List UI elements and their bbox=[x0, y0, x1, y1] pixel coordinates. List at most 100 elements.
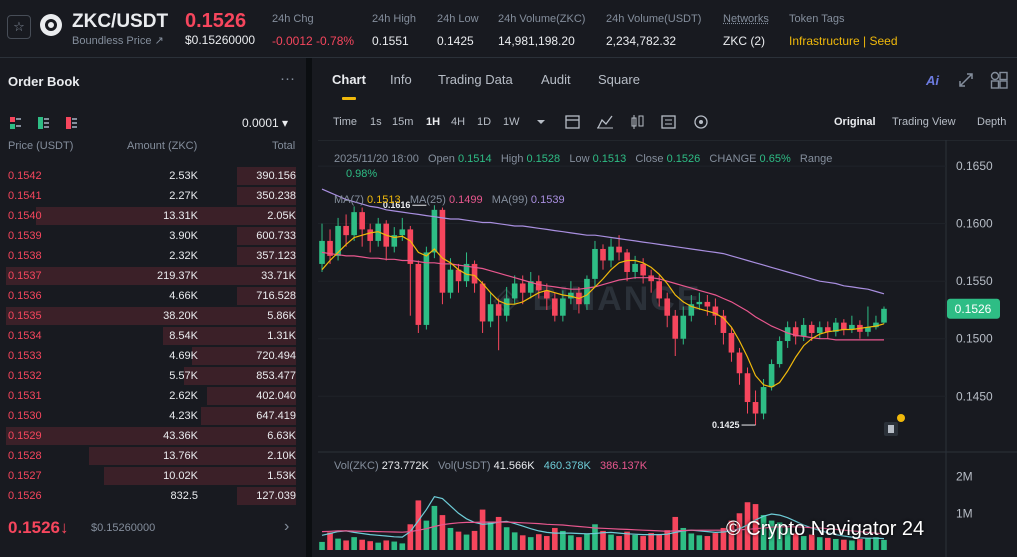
tick-size-select[interactable]: 0.0001 ▾ bbox=[242, 116, 289, 130]
order-book-row[interactable]: 0.1542 2.53K 390.156 bbox=[0, 166, 306, 186]
row-price: 0.1534 bbox=[8, 330, 42, 342]
chevron-right-icon[interactable]: › bbox=[284, 518, 290, 535]
volume-bar bbox=[736, 513, 743, 550]
order-book-row[interactable]: 0.1536 4.66K 716.528 bbox=[0, 286, 306, 306]
volume-bar bbox=[367, 541, 373, 550]
row-amount: 43.36K bbox=[163, 430, 198, 442]
tab-info[interactable]: Info bbox=[390, 72, 412, 87]
candle-body bbox=[543, 290, 550, 299]
active-tab-indicator bbox=[342, 97, 356, 100]
tab-chart[interactable]: Chart bbox=[332, 72, 366, 87]
row-amount: 3.90K bbox=[169, 230, 198, 242]
order-book-view-toggles[interactable] bbox=[8, 116, 80, 130]
order-book-row[interactable]: 0.1535 38.20K 5.86K bbox=[0, 306, 306, 326]
candle-body bbox=[471, 263, 478, 284]
current-price-tag: 0.1526 bbox=[955, 302, 992, 316]
order-book-row[interactable]: 0.1537 219.37K 33.71K bbox=[0, 266, 306, 286]
stat-value-24h-low: 0.1425 bbox=[437, 34, 474, 48]
depth-bar bbox=[88, 447, 296, 465]
row-price: 0.1527 bbox=[8, 470, 42, 482]
order-book-row[interactable]: 0.1534 8.54K 1.31K bbox=[0, 326, 306, 346]
more-options-icon[interactable]: ··· bbox=[280, 70, 295, 87]
interval-15m[interactable]: 15m bbox=[392, 116, 414, 128]
candle-body bbox=[696, 301, 703, 305]
depth-bar bbox=[183, 367, 296, 385]
volume-bar bbox=[664, 530, 671, 550]
interval-1d[interactable]: 1D bbox=[477, 116, 492, 128]
volume-bar bbox=[648, 533, 654, 550]
view-both-icon[interactable] bbox=[10, 117, 21, 129]
interval-dropdown-icon[interactable] bbox=[535, 117, 547, 127]
candle-style-icon[interactable] bbox=[631, 115, 644, 129]
order-book-row[interactable]: 0.1540 13.31K 2.05K bbox=[0, 206, 306, 226]
view-trading-view[interactable]: Trading View bbox=[892, 116, 956, 128]
candle-date: 2025/11/20 18:00 bbox=[334, 153, 419, 165]
token-price-link[interactable]: Boundless Price ↗ bbox=[72, 35, 164, 47]
stat-label-24h-vol-zkc: 24h Volume(ZKC) bbox=[498, 13, 586, 25]
interval-time[interactable]: Time bbox=[333, 116, 358, 128]
candle-body bbox=[455, 269, 462, 282]
view-asks-icon[interactable] bbox=[66, 117, 77, 129]
tab-trading-data[interactable]: Trading Data bbox=[438, 72, 513, 87]
volume-bar bbox=[584, 533, 590, 550]
tab-audit[interactable]: Audit bbox=[541, 72, 571, 87]
row-amount: 8.54K bbox=[169, 330, 198, 342]
interval-4h[interactable]: 4H bbox=[451, 116, 466, 128]
order-book-row[interactable]: 0.1528 13.76K 2.10K bbox=[0, 446, 306, 466]
indicator-line-icon[interactable] bbox=[597, 115, 613, 129]
interval-1w[interactable]: 1W bbox=[503, 116, 520, 128]
order-book-row[interactable]: 0.1527 10.02K 1.53K bbox=[0, 466, 306, 486]
candle-body bbox=[760, 387, 767, 414]
candlestick-chart[interactable]: ◈ BINANCE 0.16500.16000.15500.15000.1450… bbox=[318, 140, 1017, 557]
favorite-star-icon[interactable]: ☆ bbox=[7, 15, 31, 39]
volume-bar bbox=[712, 533, 719, 550]
depth-bar bbox=[162, 327, 296, 345]
row-price: 0.1533 bbox=[8, 350, 42, 362]
candle-body bbox=[704, 301, 711, 307]
candle-body bbox=[431, 209, 438, 253]
order-book-row[interactable]: 0.1531 2.62K 402.040 bbox=[0, 386, 306, 406]
order-book-row[interactable]: 0.1539 3.90K 600.733 bbox=[0, 226, 306, 246]
layout-grid-icon[interactable] bbox=[990, 71, 1008, 89]
row-price: 0.1535 bbox=[8, 310, 42, 322]
token-tags[interactable]: Infrastructure | Seed bbox=[789, 34, 898, 48]
row-amount: 4.23K bbox=[169, 410, 198, 422]
interval-1s[interactable]: 1s bbox=[370, 116, 382, 128]
order-book-row[interactable]: 0.1530 4.23K 647.419 bbox=[0, 406, 306, 426]
target-icon[interactable] bbox=[694, 115, 708, 129]
volume-bar bbox=[495, 516, 502, 550]
order-book-row[interactable]: 0.1532 5.57K 853.477 bbox=[0, 366, 306, 386]
candle-body bbox=[584, 278, 590, 305]
calendar-icon[interactable] bbox=[565, 115, 580, 129]
volume-bar bbox=[672, 516, 679, 550]
order-book-row[interactable]: 0.1529 43.36K 6.63K bbox=[0, 426, 306, 446]
volume-info: Vol(ZKC) 273.772K Vol(USDT) 41.566K 460.… bbox=[334, 460, 648, 472]
stat-value-networks[interactable]: ZKC (2) bbox=[723, 34, 765, 48]
order-book-row[interactable]: 0.1533 4.69K 720.494 bbox=[0, 346, 306, 366]
order-book-row[interactable]: 0.1526 832.5 127.039 bbox=[0, 486, 306, 506]
settings-sliders-icon[interactable] bbox=[661, 115, 676, 129]
order-book-row[interactable]: 0.1541 2.27K 350.238 bbox=[0, 186, 306, 206]
volume-bar bbox=[632, 534, 638, 550]
volume-ma-short-line bbox=[321, 496, 885, 540]
tab-square[interactable]: Square bbox=[598, 72, 640, 87]
row-price: 0.1530 bbox=[8, 410, 42, 422]
row-total: 350.238 bbox=[256, 190, 296, 202]
volume-bar bbox=[568, 535, 574, 550]
candle-body bbox=[768, 364, 775, 388]
row-price: 0.1536 bbox=[8, 290, 42, 302]
view-depth[interactable]: Depth bbox=[977, 116, 1007, 128]
ai-icon[interactable]: Ai bbox=[926, 73, 939, 88]
view-bids-icon[interactable] bbox=[38, 117, 49, 129]
volume-tick-label: 2M bbox=[956, 470, 973, 484]
order-book-row[interactable]: 0.1538 2.32K 357.123 bbox=[0, 246, 306, 266]
volume-bar bbox=[865, 537, 871, 550]
view-original[interactable]: Original bbox=[834, 116, 876, 128]
pair-title[interactable]: ZKC/USDT bbox=[72, 11, 169, 32]
alert-bell-icon[interactable] bbox=[884, 414, 905, 436]
fullscreen-icon[interactable] bbox=[958, 72, 974, 88]
candle-body bbox=[648, 275, 654, 282]
interval-1h[interactable]: 1H bbox=[426, 116, 441, 128]
candle-body bbox=[688, 304, 695, 316]
row-amount: 219.37K bbox=[157, 270, 198, 282]
